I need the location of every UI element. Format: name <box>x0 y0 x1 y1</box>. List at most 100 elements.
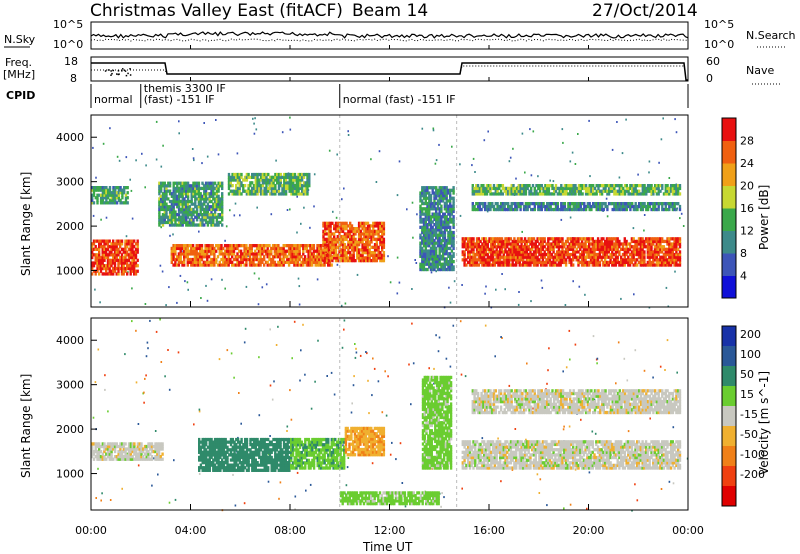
power-cell <box>433 217 436 222</box>
power-cell <box>259 189 263 193</box>
power-cell <box>580 260 584 265</box>
velocity-noise <box>278 497 280 500</box>
power-cell <box>527 263 530 267</box>
power-cell <box>256 189 259 193</box>
power-cell <box>290 184 293 188</box>
power-cell <box>431 225 434 229</box>
power-cell <box>275 249 278 253</box>
power-cell <box>221 184 224 188</box>
power-cell <box>438 257 441 261</box>
power-cell <box>604 255 607 259</box>
power-cell <box>195 207 199 212</box>
power-cell <box>199 244 202 248</box>
power-cell <box>120 272 124 276</box>
noise-tick-bottom-left: 10^0 <box>53 38 83 51</box>
power-cell <box>621 258 625 262</box>
power-cell <box>664 207 667 212</box>
power-cell <box>170 260 173 264</box>
power-noise <box>275 159 277 162</box>
power-cell <box>426 257 429 261</box>
power-cell <box>496 189 499 193</box>
power-cell <box>158 184 161 188</box>
power-cell <box>510 186 513 191</box>
power-cell <box>179 252 182 256</box>
freq-dot <box>125 74 128 77</box>
power-cell <box>218 244 221 248</box>
power-noise <box>632 227 635 230</box>
power-cell <box>510 204 513 209</box>
power-cell <box>481 242 484 246</box>
power-cell <box>96 193 99 197</box>
power-cell <box>627 186 630 191</box>
power-cell <box>618 207 621 212</box>
power-cell <box>600 202 604 206</box>
power-cell <box>231 192 234 196</box>
power-cell <box>422 212 426 216</box>
power-cell <box>447 199 450 203</box>
power-cell <box>468 252 472 257</box>
power-cell <box>443 244 447 248</box>
power-cell <box>210 189 213 193</box>
power-cell <box>507 247 511 251</box>
power-cell <box>524 207 528 212</box>
power-cell <box>471 186 474 191</box>
power-cell <box>298 255 301 259</box>
power-cell <box>613 184 616 188</box>
power-cell <box>526 186 529 191</box>
power-cell <box>215 244 218 248</box>
power-cell <box>450 267 454 272</box>
power-cell <box>300 263 303 267</box>
power-cell <box>566 245 569 249</box>
power-cell <box>222 252 225 256</box>
power-cell <box>543 245 546 249</box>
power-cell <box>311 260 314 264</box>
power-cell <box>247 257 250 262</box>
power-cell <box>516 258 520 262</box>
power-cell <box>443 186 447 190</box>
power-cell <box>238 186 241 191</box>
power-cell <box>631 184 634 188</box>
power-cell <box>501 202 505 206</box>
power-cell <box>424 217 427 222</box>
power-cell <box>170 213 174 217</box>
power-cell <box>200 257 204 262</box>
power-cell <box>120 242 124 246</box>
power-cell <box>611 189 614 193</box>
power-noise <box>225 225 228 228</box>
power-cell <box>575 247 578 251</box>
power-cell <box>170 210 174 214</box>
power-cell <box>183 207 186 212</box>
power-cell <box>438 199 441 203</box>
power-cell <box>277 255 280 259</box>
power-cell <box>233 192 236 196</box>
power-cell <box>549 207 552 212</box>
power-cell <box>290 181 293 185</box>
power-cell <box>524 189 528 193</box>
power-cell <box>101 255 104 260</box>
power-cell <box>379 256 382 260</box>
power-cell <box>499 245 502 249</box>
power-cell <box>463 252 466 257</box>
power-cell <box>513 247 516 251</box>
power-cell <box>597 189 600 193</box>
power-cell <box>231 189 234 193</box>
power-cell <box>530 192 533 196</box>
power-cell <box>212 197 215 201</box>
power-cell <box>188 184 192 188</box>
power-cell <box>361 259 364 263</box>
power-cell <box>217 186 220 191</box>
power-cell <box>595 247 598 251</box>
power-cell <box>491 250 495 254</box>
power-cell <box>426 236 429 240</box>
power-cell <box>625 184 628 188</box>
power-cell <box>527 255 530 259</box>
power-cell <box>540 207 543 212</box>
power-noise <box>438 143 440 146</box>
power-cell <box>433 233 436 237</box>
power-cell <box>426 262 429 266</box>
power-cell <box>243 184 247 188</box>
power-cell <box>584 247 587 251</box>
power-cell <box>186 255 189 259</box>
power-cell <box>219 220 222 225</box>
power-cell <box>516 237 520 241</box>
